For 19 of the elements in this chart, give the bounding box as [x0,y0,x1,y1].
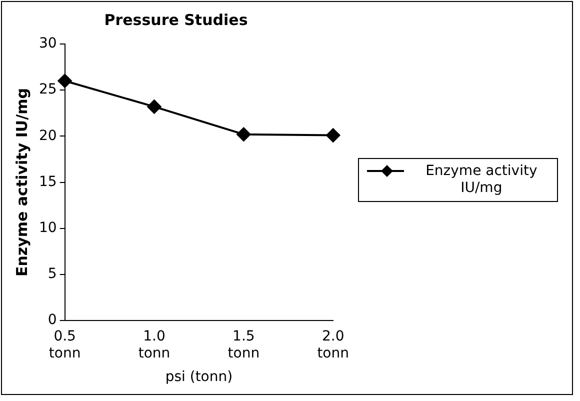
point [236,127,251,142]
point [147,100,162,114]
x-tick-label: 1.5 tonn [228,328,260,362]
x-axis-title: psi (tonn) [165,369,233,386]
y-tick-label: 0 [48,312,57,328]
y-tick-label: 20 [38,128,57,144]
y-axis-title: Enzyme activity IU/mg [12,88,31,277]
y-tick-label: 10 [38,220,57,236]
x-tick-label: 1.0 tonn [138,328,170,362]
x-tick-label: 2.0 tonn [317,328,350,362]
y-tick-label: 25 [38,82,57,98]
y-tick-label: 30 [38,36,57,52]
point [326,128,340,142]
x-tick-label: 0.5 tonn [48,328,81,362]
legend-label: Enzyme activity IU/mg [424,163,538,197]
chart-title: Pressure Studies [104,10,248,29]
point [58,74,72,88]
y-tick-label: 15 [38,174,57,190]
y-tick-label: 5 [48,266,57,282]
